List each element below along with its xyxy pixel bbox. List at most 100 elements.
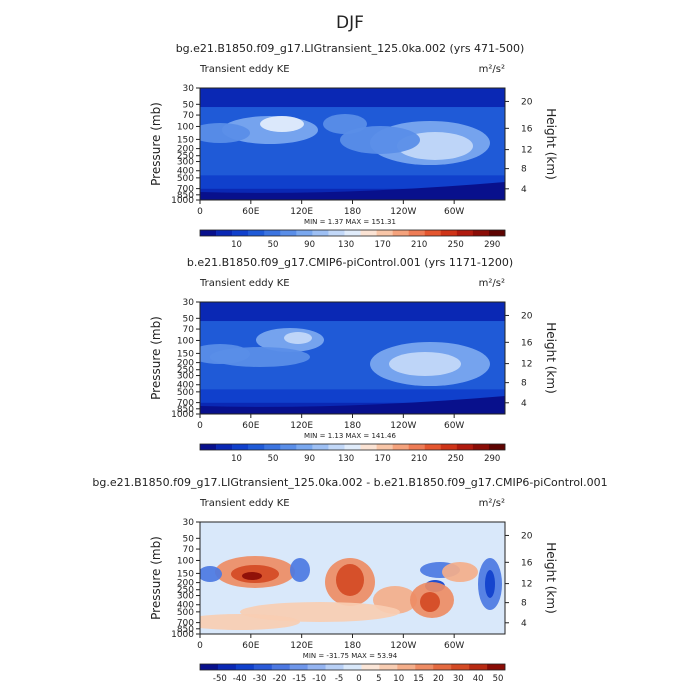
colorbar-label: 15	[413, 674, 424, 684]
y-tick-label: 150	[177, 135, 194, 145]
colorbar-label: 10	[393, 674, 404, 684]
y-right-tick-label: 20	[521, 531, 533, 541]
colorbar-label: -30	[253, 674, 267, 684]
y-tick-label: 700	[177, 619, 194, 629]
colorbar-swatch	[408, 230, 426, 236]
colorbar-swatch	[264, 444, 281, 450]
y-tick-label: 850	[177, 405, 194, 415]
colorbar-swatch	[376, 444, 393, 450]
y-right-tick-label: 20	[521, 97, 533, 107]
y-tick-label: 500	[177, 608, 194, 618]
colorbar-swatch	[456, 230, 474, 236]
y-tick-label: 200	[177, 145, 194, 155]
y-tick-label: 50	[183, 314, 195, 324]
y-tick-label: 850	[177, 191, 194, 201]
colorbar-swatch	[325, 664, 344, 670]
y-tick-label: 150	[177, 349, 194, 359]
stats-label: MIN = 1.13 MAX = 141.46	[304, 432, 396, 440]
y-tick-label: 300	[177, 372, 194, 382]
colorbar-swatch	[379, 664, 398, 670]
colorbar-swatch	[200, 444, 217, 450]
colorbar-label: 170	[375, 240, 391, 250]
y-right-tick-label: 16	[521, 558, 533, 568]
contour-region	[260, 116, 304, 132]
contour-region	[336, 564, 364, 596]
y-tick-label: 300	[177, 158, 194, 168]
y-tick-label: 250	[177, 366, 194, 376]
colorbar-swatch	[397, 664, 416, 670]
colorbar-label: 210	[411, 454, 427, 464]
colorbar-swatch	[424, 444, 442, 450]
y-tick-label: 1000	[171, 196, 194, 206]
x-tick-label: 180	[344, 421, 361, 431]
colorbar-swatch	[312, 230, 329, 236]
colorbar-swatch	[451, 664, 470, 670]
x-tick-label: 120E	[290, 641, 313, 651]
contour-region	[442, 562, 478, 582]
contour-region	[200, 566, 222, 582]
y-tick-label: 250	[177, 586, 194, 596]
colorbar-frame	[199, 663, 506, 671]
x-tick-label: 180	[344, 207, 361, 217]
colorbar-swatch	[235, 664, 255, 670]
colorbar-swatch	[200, 230, 217, 236]
y-tick-label: 70	[183, 111, 195, 121]
colorbar-swatch	[472, 444, 490, 450]
contour-region	[485, 570, 495, 598]
colorbar-label: 5	[376, 674, 381, 684]
y-right-axis-label: Height (km)	[544, 322, 558, 393]
y-tick-label: 500	[177, 174, 194, 184]
x-tick-label: 0	[197, 421, 203, 431]
contour-region	[242, 572, 262, 580]
y-right-tick-label: 4	[521, 399, 527, 409]
contour-region	[389, 352, 461, 376]
colorbar-label: 130	[338, 454, 354, 464]
y-tick-label: 1000	[171, 630, 194, 640]
colorbar-label: -20	[273, 674, 287, 684]
panel-subtitle: Transient eddy KE	[199, 498, 290, 509]
y-tick-label: 400	[177, 381, 194, 391]
stats-label: MIN = 1.37 MAX = 151.31	[304, 218, 396, 226]
colorbar-swatch	[248, 230, 265, 236]
y-right-tick-label: 12	[521, 360, 532, 370]
y-tick-label: 50	[183, 100, 195, 110]
colorbar-label: 210	[411, 240, 427, 250]
units-label: m²/s²	[479, 498, 505, 509]
stratosphere-band	[200, 88, 505, 108]
colorbar-label: -10	[312, 674, 326, 684]
y-right-tick-label: 8	[521, 379, 527, 389]
y-tick-label: 50	[183, 534, 195, 544]
colorbar-swatch	[296, 230, 313, 236]
colorbar-swatch	[264, 230, 281, 236]
y-right-tick-label: 4	[521, 619, 527, 629]
colorbar-swatch	[232, 444, 249, 450]
y-tick-label: 1000	[171, 410, 194, 420]
colorbar-frame	[199, 443, 506, 451]
chart-panel-1: bg.e21.B1850.f09_g17.LIGtransient_125.0k…	[149, 42, 558, 250]
y-axis-label: Pressure (mb)	[149, 536, 163, 620]
colorbar-swatch	[488, 444, 506, 450]
x-tick-label: 0	[197, 207, 203, 217]
terrain	[200, 396, 505, 414]
panel-title: b.e21.B1850.f09_g17.CMIP6-piControl.001 …	[187, 256, 513, 269]
colorbar-swatch	[289, 664, 308, 670]
x-tick-label: 60E	[242, 207, 259, 217]
colorbar-swatch	[488, 230, 506, 236]
colorbar-swatch	[328, 230, 345, 236]
panel-subtitle: Transient eddy KE	[199, 64, 290, 75]
y-axis-label: Pressure (mb)	[149, 102, 163, 186]
x-tick-label: 120W	[390, 641, 416, 651]
contour-region	[340, 126, 420, 154]
colorbar-swatch	[280, 230, 297, 236]
y-tick-label: 70	[183, 325, 195, 335]
colorbar-label: 130	[338, 240, 354, 250]
y-right-tick-label: 8	[521, 165, 527, 175]
contour-region	[284, 332, 312, 344]
colorbar-swatch	[307, 664, 326, 670]
colorbar-label: -5	[335, 674, 343, 684]
x-tick-label: 60W	[444, 641, 464, 651]
colorbar-swatch	[415, 664, 434, 670]
colorbar-swatch	[440, 444, 458, 450]
colorbar-swatch	[456, 444, 474, 450]
y-tick-label: 100	[177, 556, 194, 566]
